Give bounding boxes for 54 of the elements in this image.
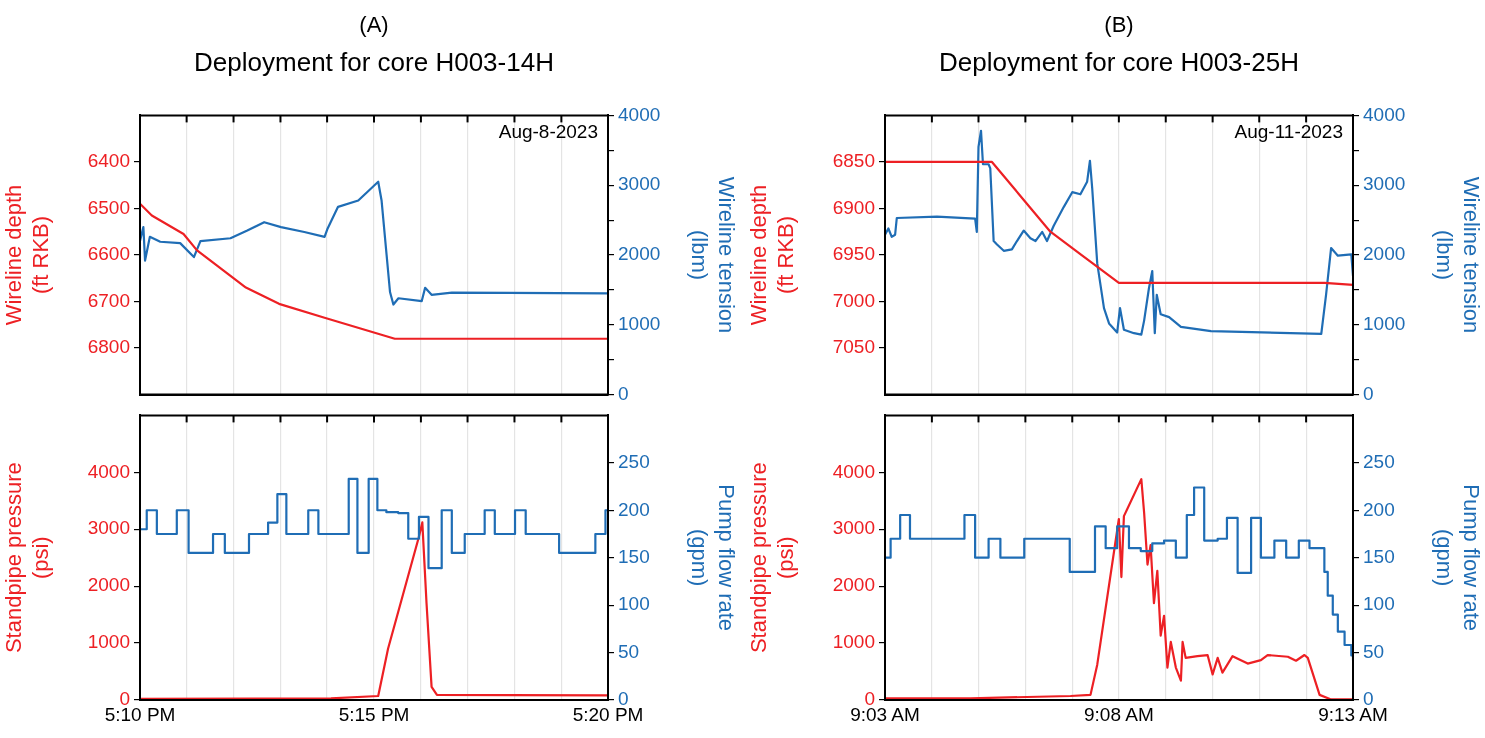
y-tick-label: 4000 bbox=[87, 460, 130, 482]
y2-tick-label: 250 bbox=[1363, 451, 1395, 473]
y-axis-title: Standpipe pressure (psi) bbox=[1, 462, 53, 654]
y-tick-label: 4000 bbox=[832, 460, 875, 482]
y-tick-label: 6400 bbox=[87, 150, 130, 172]
y2-tick-label: 4000 bbox=[618, 103, 661, 125]
y-tick-label: 2000 bbox=[832, 574, 875, 596]
y-axis-title: Wireline depth (ft RKB) bbox=[1, 184, 53, 326]
y2-tick-label: 150 bbox=[618, 545, 650, 567]
y2-tick-label: 100 bbox=[1363, 593, 1395, 615]
chart-subtitle: Deployment for core H003-14H bbox=[193, 47, 555, 78]
y2-tick-label: 3000 bbox=[1363, 173, 1406, 195]
y2-tick-label: 250 bbox=[618, 451, 650, 473]
y2-tick-label: 200 bbox=[1363, 498, 1395, 520]
y2-axis-title: Wireline tension (lbm) bbox=[1432, 176, 1484, 334]
chart-title: (A) bbox=[358, 12, 390, 38]
y-tick-label: 6700 bbox=[87, 289, 130, 311]
y-tick-label: 3000 bbox=[87, 517, 130, 539]
y-tick-label: 6900 bbox=[832, 196, 875, 218]
y-tick-label: 7000 bbox=[832, 289, 875, 311]
y2-tick-label: 1000 bbox=[618, 313, 661, 335]
y-tick-label: 3000 bbox=[832, 517, 875, 539]
y2-axis-title: Pump flow rate (gpm) bbox=[687, 484, 739, 632]
y-tick-label: 2000 bbox=[87, 574, 130, 596]
y2-tick-label: 0 bbox=[1363, 382, 1374, 404]
y2-tick-label: 0 bbox=[618, 382, 629, 404]
y-tick-label: 1000 bbox=[87, 631, 130, 653]
y2-tick-label: 2000 bbox=[618, 243, 661, 265]
x-tick-label: 5:15 PM bbox=[338, 703, 410, 725]
y2-tick-label: 4000 bbox=[1363, 103, 1406, 125]
y2-tick-label: 3000 bbox=[618, 173, 661, 195]
y-axis-title: Wireline depth (ft RKB) bbox=[746, 184, 798, 326]
y-tick-label: 6600 bbox=[87, 243, 130, 265]
y-tick-label: 6800 bbox=[87, 336, 130, 358]
y2-tick-label: 50 bbox=[618, 640, 640, 662]
y-tick-label: 6500 bbox=[87, 196, 130, 218]
y2-axis-title: Pump flow rate (gpm) bbox=[1432, 484, 1484, 632]
y2-tick-label: 150 bbox=[1363, 545, 1395, 567]
y2-tick-label: 1000 bbox=[1363, 313, 1406, 335]
annotation: Aug-8-2023 bbox=[498, 121, 598, 143]
y-tick-label: 7050 bbox=[832, 336, 875, 358]
y2-tick-label: 200 bbox=[618, 498, 650, 520]
y-tick-label: 6850 bbox=[832, 150, 875, 172]
y-tick-label: 6950 bbox=[832, 243, 875, 265]
y2-axis-title: Wireline tension (lbm) bbox=[687, 176, 739, 334]
y2-tick-label: 100 bbox=[618, 593, 650, 615]
x-tick-label: 9:08 AM bbox=[1084, 703, 1154, 725]
chart-title: (B) bbox=[1103, 12, 1135, 38]
y-tick-label: 1000 bbox=[832, 631, 875, 653]
y-axis-title: Standpipe pressure (psi) bbox=[746, 462, 798, 654]
annotation: Aug-11-2023 bbox=[1234, 121, 1343, 143]
y2-tick-label: 50 bbox=[1363, 640, 1385, 662]
chart-subtitle: Deployment for core H003-25H bbox=[938, 47, 1300, 78]
y2-tick-label: 2000 bbox=[1363, 243, 1406, 265]
